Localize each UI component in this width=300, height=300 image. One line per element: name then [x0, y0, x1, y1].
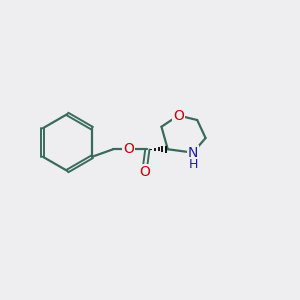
- Text: O: O: [139, 165, 150, 179]
- Text: O: O: [173, 109, 184, 122]
- Text: O: O: [123, 142, 134, 156]
- Text: H: H: [189, 158, 199, 170]
- Text: N: N: [188, 146, 198, 160]
